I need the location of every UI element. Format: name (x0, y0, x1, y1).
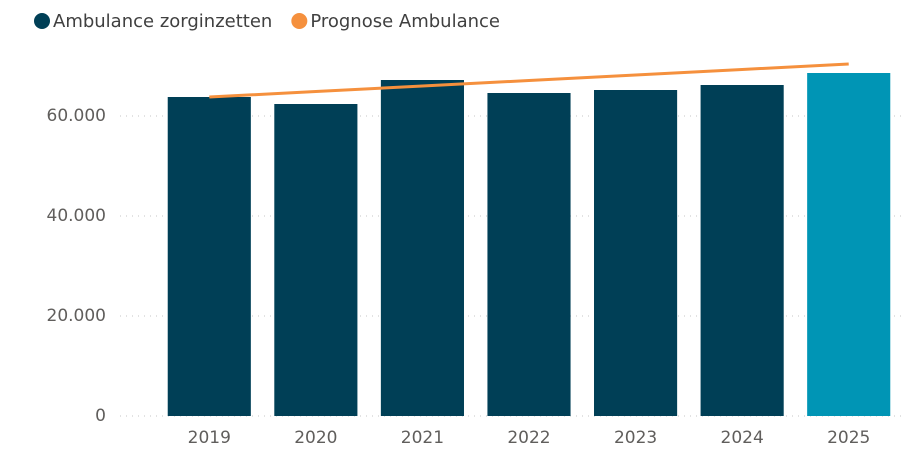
legend-marker (34, 13, 50, 29)
legend-marker (291, 13, 308, 29)
legend-label: Ambulance zorginzetten (53, 11, 272, 32)
bar (487, 93, 571, 416)
legend-label: Prognose Ambulance (310, 11, 500, 32)
y-tick-label: 40.000 (47, 206, 106, 226)
bar (807, 73, 891, 416)
x-tick-label: 2023 (614, 428, 657, 448)
trend-line (209, 62, 849, 99)
y-tick-label: 0 (95, 406, 106, 426)
bar (274, 104, 358, 416)
bar (167, 97, 251, 416)
y-tick-label: 60.000 (47, 106, 106, 126)
x-tick-label: 2022 (507, 428, 550, 448)
x-tick-label: 2020 (294, 428, 337, 448)
x-tick-label: 2025 (827, 428, 870, 448)
x-tick-label: 2021 (401, 428, 444, 448)
bar (594, 90, 678, 416)
bar (380, 80, 464, 416)
y-tick-label: 20.000 (47, 306, 106, 326)
x-tick-label: 2024 (721, 428, 764, 448)
x-tick-label: 2019 (188, 428, 231, 448)
bar (700, 85, 784, 416)
